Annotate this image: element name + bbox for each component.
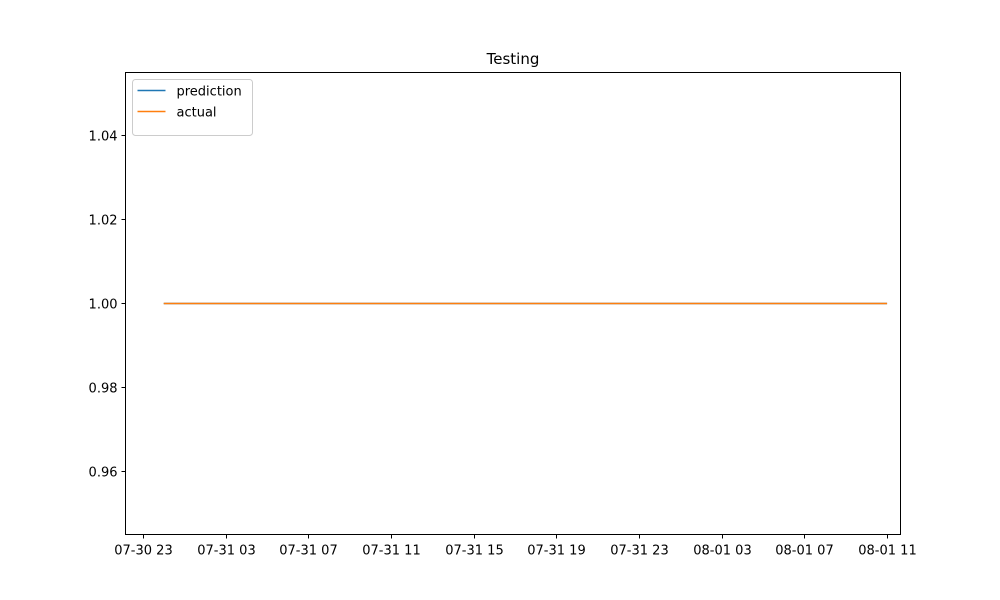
x-tick-label: 08-01 03 bbox=[693, 544, 751, 559]
y-tick-label: 1.02 bbox=[89, 214, 118, 229]
plot-frame bbox=[125, 72, 901, 535]
x-tick-label: 07-31 23 bbox=[610, 544, 668, 559]
y-tick-label: 1.00 bbox=[89, 298, 118, 313]
x-tick-label: 07-31 11 bbox=[362, 544, 420, 559]
legend-label-prediction: prediction bbox=[177, 85, 242, 100]
x-tick-label: 07-31 19 bbox=[527, 544, 585, 559]
y-tick-label: 0.96 bbox=[89, 466, 118, 481]
legend-box bbox=[132, 79, 253, 136]
chart-title: Testing bbox=[486, 50, 540, 68]
x-tick-label: 07-31 15 bbox=[445, 544, 503, 559]
legend: prediction actual bbox=[132, 79, 253, 136]
y-tick-label: 0.98 bbox=[89, 382, 118, 397]
x-tick-label: 07-30 23 bbox=[114, 544, 172, 559]
x-tick-label: 07-31 03 bbox=[197, 544, 255, 559]
x-axis: 07-30 23 07-31 03 07-31 07 07-31 11 07-31 15… bbox=[114, 534, 917, 559]
legend-label-actual: actual bbox=[177, 106, 217, 121]
y-axis: 0.96 0.98 1.00 1.02 1.04 bbox=[89, 130, 126, 481]
x-tick-label: 07-31 07 bbox=[279, 544, 337, 559]
x-tick-label: 08-01 11 bbox=[858, 544, 916, 559]
y-tick-label: 1.04 bbox=[89, 130, 118, 145]
x-tick-label: 08-01 07 bbox=[775, 544, 833, 559]
